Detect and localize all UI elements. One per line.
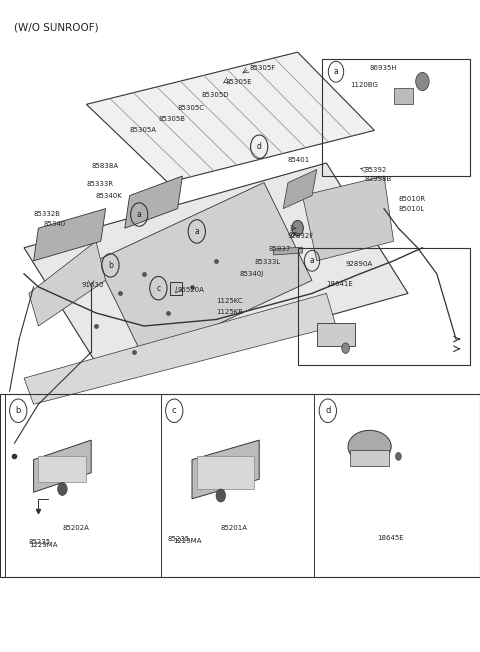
Text: 85305E: 85305E [226, 78, 252, 85]
Bar [322, 59, 470, 176]
Text: 83998B: 83998B [365, 176, 392, 183]
Text: 85340K: 85340K [96, 192, 123, 199]
Polygon shape [34, 209, 106, 261]
Polygon shape [24, 163, 408, 378]
Circle shape [292, 220, 303, 236]
Bar [394, 88, 413, 104]
Text: 85201A: 85201A [221, 525, 248, 531]
Text: b: b [108, 261, 113, 270]
Text: 91630: 91630 [82, 282, 104, 288]
Bar [197, 456, 254, 489]
Circle shape [342, 343, 349, 353]
Polygon shape [34, 440, 91, 492]
Circle shape [396, 452, 401, 460]
Polygon shape [125, 176, 182, 228]
Ellipse shape [348, 430, 391, 463]
Text: 85837: 85837 [269, 246, 291, 252]
Text: 1125KC: 1125KC [216, 298, 242, 304]
Text: 95520A: 95520A [178, 287, 204, 293]
Text: 85305D: 85305D [202, 91, 229, 98]
Text: b: b [15, 406, 21, 415]
Text: 85305B: 85305B [158, 115, 185, 122]
Text: 85235: 85235 [29, 539, 51, 545]
Text: d: d [325, 406, 331, 415]
Text: 85838A: 85838A [91, 163, 119, 170]
Circle shape [416, 72, 429, 91]
Text: 85340J: 85340J [240, 271, 264, 277]
Text: 85305F: 85305F [250, 65, 276, 72]
Text: 1229MA: 1229MA [29, 542, 57, 548]
Text: 85333R: 85333R [86, 181, 114, 187]
Polygon shape [86, 52, 374, 183]
Text: c: c [156, 284, 160, 293]
Text: c: c [172, 406, 177, 415]
Text: 85010L: 85010L [398, 205, 425, 212]
Text: (W/O SUNROOF): (W/O SUNROOF) [14, 23, 99, 33]
Text: 18645E: 18645E [377, 535, 403, 541]
Text: a: a [334, 67, 338, 76]
Text: 85305C: 85305C [178, 104, 204, 111]
Text: a: a [310, 256, 314, 265]
Text: 85235: 85235 [168, 536, 190, 542]
Text: d: d [257, 142, 262, 151]
Text: 85010R: 85010R [398, 196, 426, 202]
Polygon shape [29, 241, 106, 326]
Text: 85340: 85340 [43, 221, 65, 228]
Bar [350, 450, 389, 466]
Text: 92890A: 92890A [346, 261, 373, 267]
Polygon shape [192, 440, 259, 499]
Text: 85305A: 85305A [130, 127, 156, 134]
Text: 1125KB: 1125KB [216, 308, 243, 315]
Polygon shape [302, 176, 394, 261]
Bar [170, 282, 182, 295]
Circle shape [216, 489, 226, 502]
Text: a: a [194, 227, 199, 236]
Text: 85202A: 85202A [62, 525, 89, 531]
Polygon shape [96, 183, 312, 359]
Polygon shape [274, 247, 302, 255]
Text: 85332B: 85332B [34, 211, 60, 217]
Polygon shape [283, 170, 317, 209]
Text: a: a [137, 210, 142, 219]
Bar [0, 394, 480, 577]
Text: 1229MA: 1229MA [173, 539, 201, 544]
Bar [317, 323, 355, 346]
Bar [298, 248, 470, 365]
Circle shape [58, 482, 67, 496]
Bar [38, 456, 86, 482]
Text: 18641E: 18641E [326, 280, 353, 287]
Text: 86935H: 86935H [370, 65, 397, 72]
Text: 85392: 85392 [365, 166, 387, 173]
Text: 1120BG: 1120BG [350, 82, 378, 88]
Text: 92832F: 92832F [288, 233, 314, 239]
Text: 85401: 85401 [288, 156, 310, 163]
Text: 85333L: 85333L [254, 259, 281, 265]
Polygon shape [24, 293, 336, 404]
